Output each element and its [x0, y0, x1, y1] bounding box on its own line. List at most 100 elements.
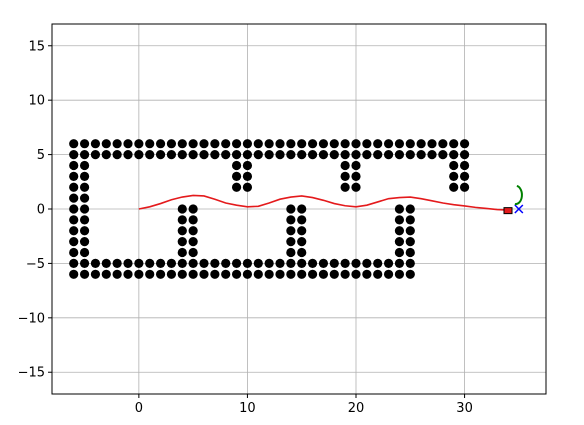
obstacle-points [69, 139, 470, 279]
obstacle-point [297, 258, 307, 269]
obstacle-point [155, 149, 166, 160]
obstacle-point [286, 215, 296, 225]
obstacle-point [69, 193, 79, 203]
obstacle-point [112, 269, 122, 279]
obstacle-point [155, 258, 166, 269]
obstacle-point [210, 139, 220, 149]
obstacle-point [253, 139, 263, 149]
obstacle-point [373, 269, 383, 279]
x-tick-label: 10 [239, 401, 256, 416]
obstacle-point [134, 258, 144, 269]
obstacle-point [362, 149, 372, 160]
obstacle-point [394, 204, 405, 214]
obstacle-point [362, 139, 372, 149]
obstacle-point [69, 247, 79, 258]
obstacle-point [297, 226, 307, 236]
obstacle-point [69, 269, 79, 279]
obstacle-point [405, 247, 415, 258]
obstacle-point [394, 149, 405, 160]
obstacle-point [221, 149, 231, 160]
obstacle-point [166, 258, 177, 269]
obstacle-point [275, 258, 285, 269]
obstacle-point [449, 182, 459, 192]
obstacle-point [383, 258, 394, 269]
obstacle-point [166, 269, 177, 279]
vehicle-marker [503, 207, 513, 215]
obstacle-point [373, 139, 383, 149]
obstacle-point [221, 139, 231, 149]
obstacle-point [449, 139, 459, 149]
obstacle-point [329, 139, 339, 149]
obstacle-point [340, 149, 350, 160]
obstacle-point [231, 139, 242, 149]
obstacle-point [405, 204, 415, 214]
obstacle-point [69, 226, 79, 236]
obstacle-point [405, 258, 415, 269]
obstacle-point [405, 269, 415, 279]
obstacle-point [69, 237, 79, 247]
obstacle-point [351, 160, 361, 171]
obstacle-point [394, 139, 405, 149]
obstacle-point [79, 269, 90, 279]
obstacle-point [286, 269, 296, 279]
y-tick-label: 0 [37, 203, 45, 218]
obstacle-point [394, 226, 405, 236]
obstacle-point [253, 269, 263, 279]
obstacle-point [242, 160, 253, 171]
obstacle-point [275, 139, 285, 149]
obstacle-point [101, 139, 111, 149]
obstacle-point [253, 258, 263, 269]
y-tick-label: −10 [18, 311, 45, 326]
obstacle-point [329, 269, 339, 279]
obstacle-point [69, 139, 79, 149]
obstacle-point [79, 193, 90, 203]
obstacle-point [231, 269, 242, 279]
obstacle-point [210, 258, 220, 269]
obstacle-point [177, 258, 187, 269]
obstacle-point [101, 258, 111, 269]
obstacle-point [90, 139, 101, 149]
obstacle-point [264, 258, 274, 269]
obstacle-point [286, 237, 296, 247]
obstacle-point [90, 149, 101, 160]
obstacle-point [155, 139, 166, 149]
obstacle-point [177, 204, 187, 214]
obstacle-point [69, 171, 79, 181]
obstacle-point [340, 139, 350, 149]
obstacle-point [242, 149, 253, 160]
y-tick-label: −15 [18, 366, 45, 381]
y-tick-label: −5 [26, 257, 45, 272]
obstacle-point [297, 215, 307, 225]
obstacle-point [362, 269, 372, 279]
obstacle-point [90, 258, 101, 269]
obstacle-point [231, 182, 242, 192]
obstacle-point [199, 149, 209, 160]
y-tick-label: 10 [28, 94, 45, 109]
obstacle-point [177, 247, 187, 258]
obstacle-point [79, 139, 90, 149]
obstacle-point [329, 258, 339, 269]
obstacle-point [340, 269, 350, 279]
marker-layer [503, 184, 524, 215]
obstacle-point [318, 149, 329, 160]
obstacle-point [340, 182, 350, 192]
obstacle-point [112, 258, 122, 269]
obstacle-point [297, 237, 307, 247]
obstacle-point [351, 258, 361, 269]
x-tick-label: 30 [456, 401, 473, 416]
obstacle-point [449, 149, 459, 160]
obstacle-point [177, 269, 187, 279]
obstacle-point [134, 139, 144, 149]
obstacle-point [340, 171, 350, 181]
path-layer [138, 194, 509, 211]
obstacle-point [253, 149, 263, 160]
obstacle-point [351, 182, 361, 192]
obstacle-point [264, 149, 274, 160]
obstacle-point [459, 171, 470, 181]
obstacle-point [79, 182, 90, 192]
obstacle-point [123, 139, 133, 149]
obstacle-point [297, 247, 307, 258]
obstacle-point [373, 149, 383, 160]
obstacle-point [242, 258, 253, 269]
